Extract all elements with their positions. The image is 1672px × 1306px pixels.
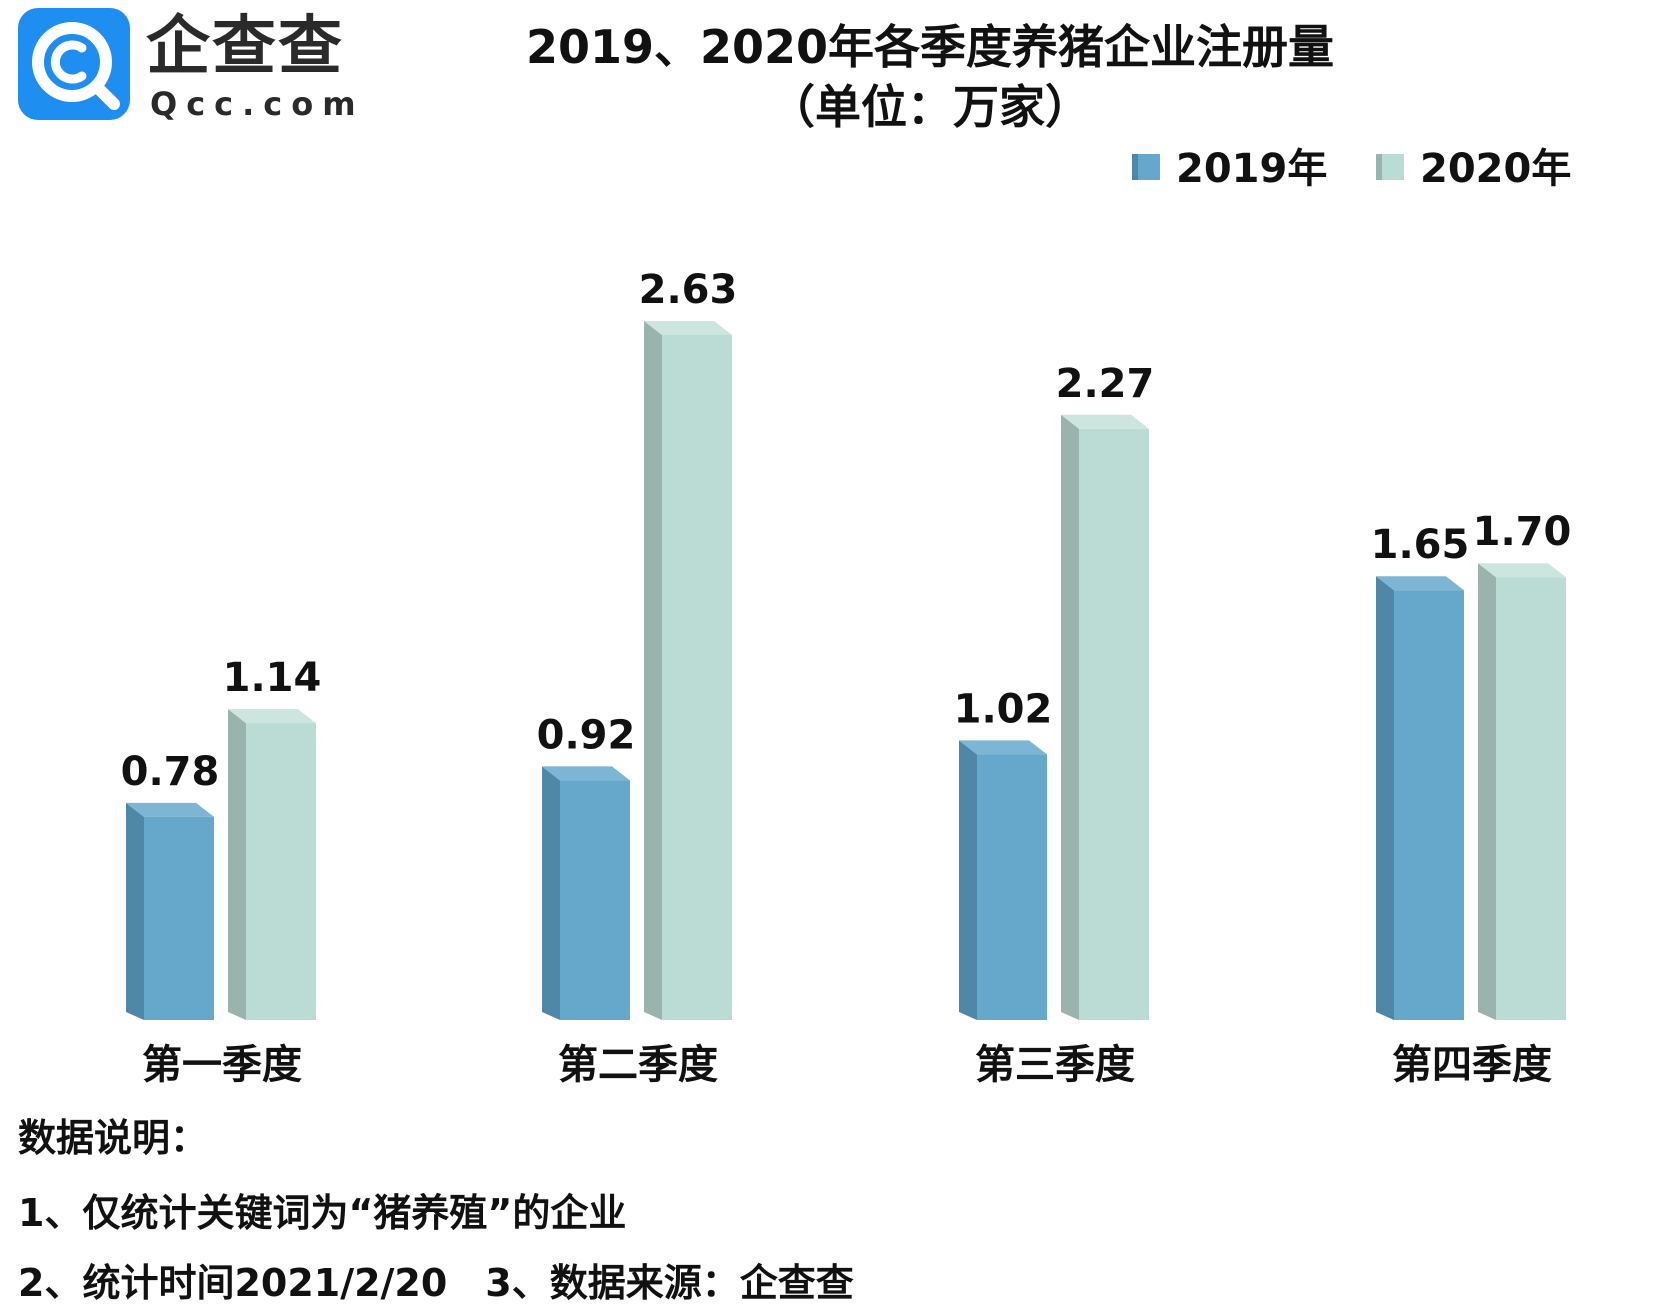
- category-label-1: 第二季度: [558, 1042, 718, 1088]
- bar-side-0-0: [126, 802, 144, 1020]
- legend-swatch-side-1: [1376, 154, 1382, 180]
- legend-label-1: 2020年: [1420, 146, 1571, 192]
- legend-swatch-1: [1382, 154, 1404, 180]
- bar-side-2-1: [1061, 414, 1079, 1020]
- bar-0-0: [144, 816, 214, 1020]
- data-label-0-1: 1.14: [223, 655, 322, 701]
- note-line-2: 2、统计时间2021/2/20 3、数据来源：企查查: [18, 1261, 854, 1305]
- bar-top-0-0: [126, 802, 214, 817]
- bar-side-2-0: [959, 740, 977, 1020]
- bar-3-0: [1394, 590, 1464, 1020]
- bar-1-1: [662, 335, 732, 1020]
- logo-domain: Qcc.com: [150, 85, 365, 123]
- bar-side-3-1: [1478, 563, 1496, 1020]
- bar-top-3-1: [1478, 563, 1566, 578]
- legend-label-0: 2019年: [1176, 146, 1327, 192]
- legend-swatch-0: [1138, 154, 1160, 180]
- category-label-0: 第一季度: [142, 1042, 302, 1088]
- category-label-2: 第三季度: [975, 1042, 1135, 1088]
- bar-2-1: [1079, 428, 1149, 1020]
- data-label-3-0: 1.65: [1371, 522, 1470, 568]
- bar-2-0: [977, 754, 1047, 1020]
- bar-top-2-0: [959, 740, 1047, 755]
- chart-title: 2019、2020年各季度养猪企业注册量: [525, 20, 1335, 74]
- bar-top-2-1: [1061, 414, 1149, 429]
- bar-side-0-1: [228, 709, 246, 1020]
- data-label-2-0: 1.02: [954, 686, 1053, 732]
- data-label-3-1: 1.70: [1473, 509, 1572, 555]
- data-label-1-0: 0.92: [537, 712, 636, 758]
- bar-side-1-0: [542, 766, 560, 1020]
- bar-top-3-0: [1376, 576, 1464, 591]
- bar-0-1: [246, 723, 316, 1020]
- qcc-logo-icon: [18, 8, 130, 120]
- bar-top-1-0: [542, 766, 630, 781]
- data-label-2-1: 2.27: [1056, 361, 1155, 407]
- category-label-3: 第四季度: [1392, 1042, 1552, 1088]
- bar-1-0: [560, 780, 630, 1020]
- legend-swatch-side-0: [1132, 154, 1138, 180]
- bar-top-0-1: [228, 709, 316, 724]
- notes-heading: 数据说明：: [18, 1116, 209, 1160]
- bar-3-1: [1496, 577, 1566, 1020]
- data-label-0-0: 0.78: [121, 749, 220, 795]
- bar-top-1-1: [644, 321, 732, 335]
- qcc-logo: 企查查 Qcc.com: [18, 8, 358, 128]
- data-label-1-1: 2.63: [639, 267, 738, 313]
- note-line-1: 1、仅统计关键词为“猪养殖”的企业: [18, 1191, 627, 1235]
- bar-side-1-1: [644, 321, 662, 1020]
- bar-side-3-0: [1376, 576, 1394, 1020]
- logo-name: 企查查: [146, 10, 344, 84]
- chart-subtitle: （单位：万家）: [769, 80, 1091, 134]
